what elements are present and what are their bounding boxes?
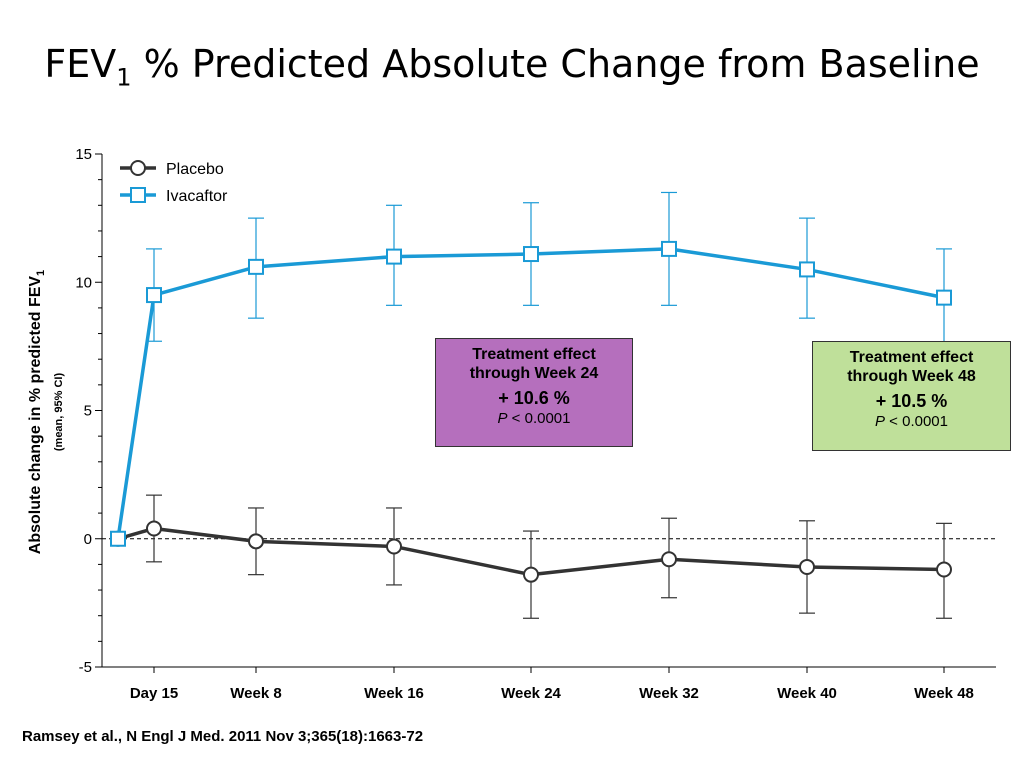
- x-tick-label: Week 16: [364, 685, 424, 702]
- annotation-week-48-heading-2: through Week 48: [847, 368, 976, 385]
- x-tick-label: Week 8: [230, 685, 281, 702]
- data-point: [936, 289, 952, 306]
- series-line: [117, 526, 945, 577]
- annotation-week-48-heading-1: Treatment effect: [849, 349, 974, 366]
- slide-title: FEV1 % Predicted Absolute Change from Ba…: [44, 42, 980, 92]
- data-point: [661, 551, 677, 568]
- y-tick-label: 15: [75, 146, 92, 163]
- y-axis-note: (mean, 95% CI): [53, 373, 65, 452]
- data-point: [523, 566, 539, 583]
- data-point: [936, 561, 952, 578]
- y-tick-label: -5: [79, 659, 92, 676]
- annotation-week-24-heading-2: through Week 24: [469, 365, 599, 382]
- y-axis-label: Absolute change in % predicted FEV1: [27, 270, 47, 554]
- data-point: [799, 261, 815, 278]
- y-tick-label: 10: [75, 274, 92, 291]
- x-tick-label: Week 40: [777, 685, 837, 702]
- data-point: [248, 258, 264, 275]
- annotation-week-24-effect: + 10.6 %: [498, 388, 570, 408]
- annotation-week-24-heading-1: Treatment effect: [472, 346, 596, 363]
- annotation-week-48-p-value: P < 0.0001: [875, 413, 948, 430]
- annotation-week-24: Treatment effect through Week 24 + 10.6 …: [435, 338, 633, 447]
- fev1-line-chart: -5 0 5 10 15 Day 15 Week 8 Week 16 Week 24 Week 3…: [27, 146, 996, 702]
- series-line: [116, 247, 945, 540]
- legend-marker: [130, 187, 146, 203]
- x-tick-label: Week 32: [639, 685, 699, 702]
- legend-label: Ivacaftor: [166, 188, 228, 205]
- annotation-week-24-p-value: P < 0.0001: [497, 410, 571, 427]
- data-point: [386, 538, 402, 555]
- y-tick-label: 5: [84, 403, 92, 420]
- x-tick-label: Day 15: [130, 685, 178, 702]
- x-tick-label: Week 48: [914, 685, 974, 702]
- data-point: [523, 246, 539, 263]
- data-point: [146, 287, 162, 304]
- annotation-week-48-effect: + 10.5 %: [875, 391, 948, 411]
- legend: Placebo Ivacaftor: [120, 160, 228, 205]
- series-ivacaftor: [110, 191, 952, 547]
- data-point: [248, 533, 264, 550]
- data-point: [661, 240, 677, 257]
- y-tick-label: 0: [84, 531, 92, 548]
- data-point: [386, 248, 402, 265]
- legend-marker: [130, 160, 146, 176]
- x-tick-label: Week 24: [501, 685, 561, 702]
- data-point: [110, 530, 126, 547]
- annotation-week-48: Treatment effect through Week 48 + 10.5 …: [812, 341, 1011, 451]
- citation: Ramsey et al., N Engl J Med. 2011 Nov 3;…: [22, 728, 424, 745]
- data-point: [799, 558, 815, 575]
- series-placebo: [110, 494, 952, 619]
- legend-label: Placebo: [166, 161, 224, 178]
- data-point: [146, 520, 162, 537]
